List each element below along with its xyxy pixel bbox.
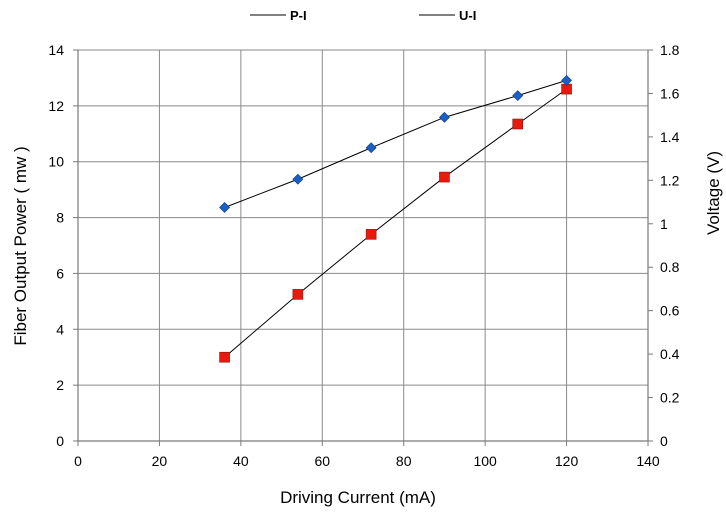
data-point-p-i [439, 171, 450, 183]
x-tick-label: 60 [314, 453, 330, 469]
data-point-u-i [292, 173, 304, 185]
y-right-tick-label: 0.2 [660, 390, 680, 406]
y-left-tick-label: 0 [56, 433, 64, 449]
y-right-tick-label: 1.8 [660, 42, 680, 58]
y-right-tick-label: 1.2 [660, 172, 680, 188]
y-left-tick-label: 8 [56, 210, 64, 226]
x-tick-label: 0 [74, 453, 82, 469]
data-point-u-i [512, 90, 524, 102]
x-tick-label: 80 [396, 453, 412, 469]
y-right-tick-label: 0.4 [660, 346, 680, 362]
data-point-u-i [365, 142, 377, 154]
y-left-tick-label: 6 [56, 265, 64, 281]
y-left-tick-labels: 0 2 4 6 8 10 12 14 [48, 42, 64, 449]
x-tick-label: 40 [233, 453, 249, 469]
y-right-tick-label: 0.6 [660, 303, 680, 319]
legend-label-u-i: U-I [459, 8, 476, 23]
grid [78, 49, 649, 441]
data-point-p-i [219, 351, 230, 363]
y-left-tick-label: 14 [48, 42, 64, 58]
y-right-tick-label: 1 [660, 216, 668, 232]
legend: P-I U-I [250, 8, 476, 23]
data-point-p-i [365, 229, 377, 240]
data-point-p-i [292, 289, 304, 300]
y-left-tick-label: 2 [56, 377, 64, 393]
y-right-tick-label: 0 [660, 433, 668, 449]
legend-label-p-i: P-I [290, 8, 307, 23]
x-tick-label: 100 [473, 453, 497, 469]
series-line-p-i [224, 88, 567, 358]
y-right-axis-title: Voltage (V) [704, 151, 723, 235]
y-left-tick-label: 10 [48, 154, 64, 170]
x-axis-title: Driving Current (mA) [280, 488, 436, 507]
x-tick-label: 140 [636, 453, 660, 469]
x-tick-labels: 0 20 40 60 80 100 120 140 [74, 453, 660, 469]
series-line-u-i [224, 79, 567, 208]
data-point-u-i [219, 202, 230, 213]
data-point-p-i [512, 118, 524, 130]
y-left-axis-title: Fiber Output Power ( mw ) [11, 146, 30, 345]
data-point-u-i [561, 74, 572, 86]
y-left-tick-label: 4 [56, 321, 64, 337]
y-right-tick-label: 1.4 [660, 129, 680, 145]
y-right-tick-label: 1.6 [660, 85, 680, 101]
y-right-tick-label: 0.8 [660, 259, 680, 275]
axes [73, 49, 653, 446]
x-tick-label: 120 [555, 453, 579, 469]
y-right-tick-labels: 0 0.2 0.4 0.6 0.8 1 1.2 1.4 1.6 1.8 [660, 42, 680, 449]
y-left-tick-label: 12 [48, 98, 64, 114]
data-point-u-i [439, 111, 450, 123]
x-tick-label: 20 [152, 453, 168, 469]
series-layer [219, 74, 572, 363]
